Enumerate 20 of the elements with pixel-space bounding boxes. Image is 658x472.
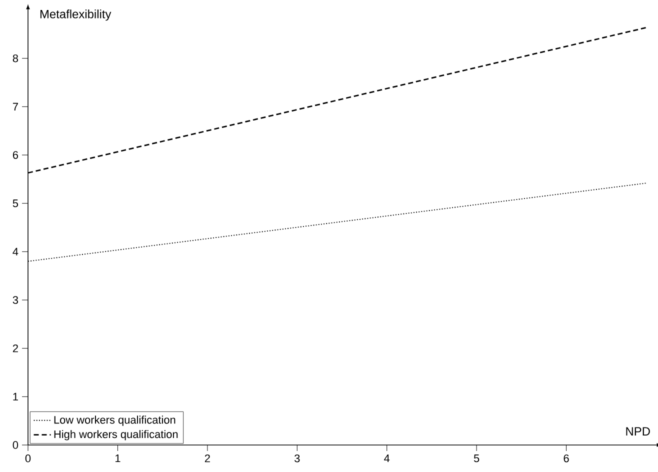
x-tick-label: 0	[25, 454, 31, 462]
y-tick-label: 4	[12, 248, 18, 256]
x-tick-label: 5	[474, 454, 480, 462]
y-tick-label: 8	[12, 54, 18, 62]
y-tick-label: 2	[12, 344, 18, 352]
y-tick-label: 5	[12, 200, 18, 208]
legend-label: High workers qualification	[54, 430, 178, 440]
x-axis-title: NPD	[626, 427, 650, 436]
x-tick-label: 2	[204, 454, 210, 462]
x-tick-label: 3	[294, 454, 300, 462]
x-tick-label: 4	[384, 454, 390, 462]
legend-label: Low workers qualification	[54, 416, 176, 426]
y-axis-title: Metaflexibility	[40, 10, 112, 21]
y-tick-label: 0	[12, 441, 18, 449]
y-tick-label: 7	[12, 102, 18, 110]
y-tick-label: 6	[12, 151, 18, 159]
y-tick-label: 1	[13, 392, 18, 400]
x-tick-label: 1	[115, 454, 120, 462]
x-tick-label: 6	[564, 454, 569, 462]
y-tick-label: 3	[12, 296, 18, 304]
